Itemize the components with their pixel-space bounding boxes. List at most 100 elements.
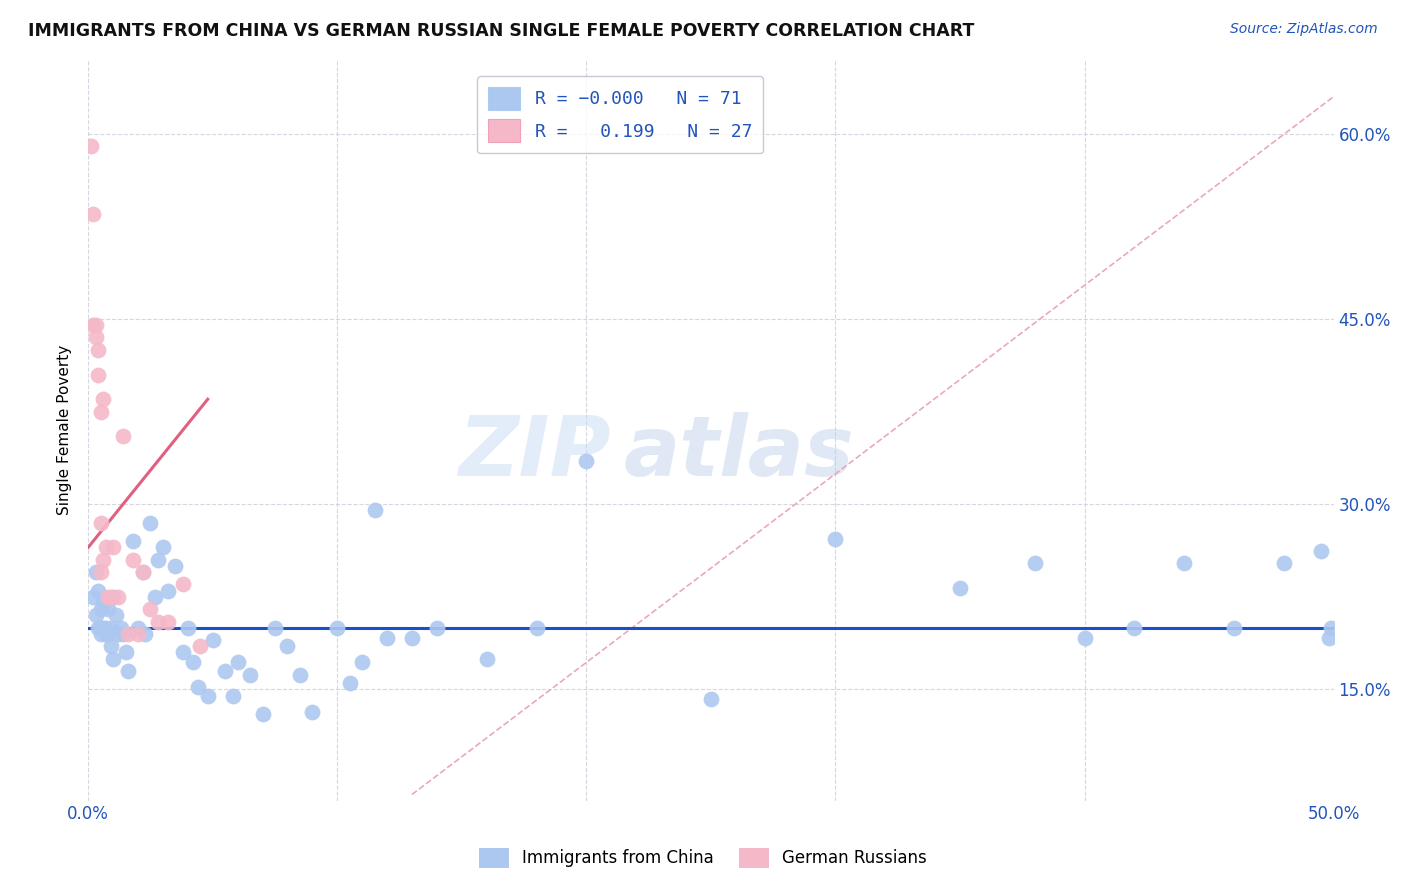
Point (82, 318, 104, 332)
Text: Source: ZipAtlas.com: Source: ZipAtlas.com (1230, 22, 1378, 37)
Point (172, 645, 194, 659)
Point (139, 516, 162, 530)
Point (156, 583, 179, 598)
Point (145, 590, 167, 604)
Point (97, 590, 120, 604)
Point (94, 621, 117, 635)
Point (122, 553, 145, 567)
Point (288, 667, 311, 681)
Point (87, 368, 110, 382)
Point (1073, 631, 1095, 645)
Point (339, 676, 361, 690)
Point (87, 621, 110, 635)
Point (94, 627, 117, 641)
Point (97, 602, 120, 616)
Point (1223, 621, 1246, 635)
Point (1272, 557, 1295, 571)
Point (146, 615, 169, 629)
Point (326, 621, 349, 635)
Point (276, 639, 298, 653)
Point (79, 139, 101, 153)
Point (475, 651, 498, 665)
Legend: R = −0.000   N = 71, R =   0.199   N = 27: R = −0.000 N = 71, R = 0.199 N = 27 (477, 76, 763, 153)
Point (221, 689, 243, 703)
Point (84, 330, 107, 344)
Point (90, 565, 112, 579)
Point (117, 664, 139, 678)
Point (1173, 557, 1195, 571)
Point (226, 655, 249, 669)
Point (127, 621, 149, 635)
Point (94, 541, 117, 555)
Text: IMMIGRANTS FROM CHINA VS GERMAN RUSSIAN SINGLE FEMALE POVERTY CORRELATION CHART: IMMIGRANTS FROM CHINA VS GERMAN RUSSIAN … (28, 22, 974, 40)
Point (90, 516, 112, 530)
Point (949, 581, 972, 595)
Point (107, 590, 129, 604)
Point (301, 705, 323, 719)
Point (426, 621, 449, 635)
Point (114, 645, 136, 659)
Point (87, 583, 110, 598)
Point (112, 429, 135, 443)
Legend: Immigrants from China, German Russians: Immigrants from China, German Russians (472, 841, 934, 875)
Point (177, 621, 200, 635)
Point (1317, 631, 1340, 645)
Point (90, 627, 112, 641)
Point (100, 639, 122, 653)
Point (97, 627, 120, 641)
Point (122, 534, 145, 549)
Point (132, 565, 155, 579)
Point (214, 664, 236, 678)
Point (146, 553, 169, 567)
Point (187, 680, 209, 694)
Point (165, 558, 187, 573)
Point (127, 627, 149, 641)
Point (264, 621, 287, 635)
Point (401, 631, 423, 645)
Point (156, 615, 179, 629)
Point (152, 541, 174, 555)
Y-axis label: Single Female Poverty: Single Female Poverty (58, 345, 72, 516)
Point (84, 565, 107, 579)
Point (87, 343, 110, 357)
Point (1310, 544, 1333, 558)
Point (526, 621, 548, 635)
Point (90, 602, 112, 616)
Point (84, 318, 107, 332)
Point (181, 655, 204, 669)
Point (1123, 621, 1146, 635)
Point (91, 596, 114, 610)
Point (375, 631, 398, 645)
Point (107, 627, 129, 641)
Point (197, 689, 219, 703)
Point (82, 207, 104, 221)
Point (82, 590, 104, 604)
Point (239, 667, 262, 681)
Point (172, 577, 194, 591)
Point (352, 655, 374, 669)
Point (110, 621, 132, 635)
Point (139, 602, 162, 616)
Point (91, 553, 114, 567)
Point (188, 639, 211, 653)
Point (101, 651, 124, 665)
Point (90, 404, 112, 418)
Point (824, 532, 846, 546)
Point (101, 590, 124, 604)
Point (100, 621, 122, 635)
Point (84, 608, 107, 623)
Point (363, 503, 385, 517)
Point (252, 707, 274, 722)
Point (90, 621, 112, 635)
Point (117, 627, 139, 641)
Point (132, 565, 155, 579)
Point (91, 392, 114, 407)
Point (101, 541, 124, 555)
Point (112, 627, 135, 641)
Text: atlas: atlas (624, 412, 855, 493)
Point (104, 608, 127, 623)
Point (700, 692, 723, 706)
Point (134, 627, 156, 641)
Point (201, 633, 224, 648)
Point (91, 621, 114, 635)
